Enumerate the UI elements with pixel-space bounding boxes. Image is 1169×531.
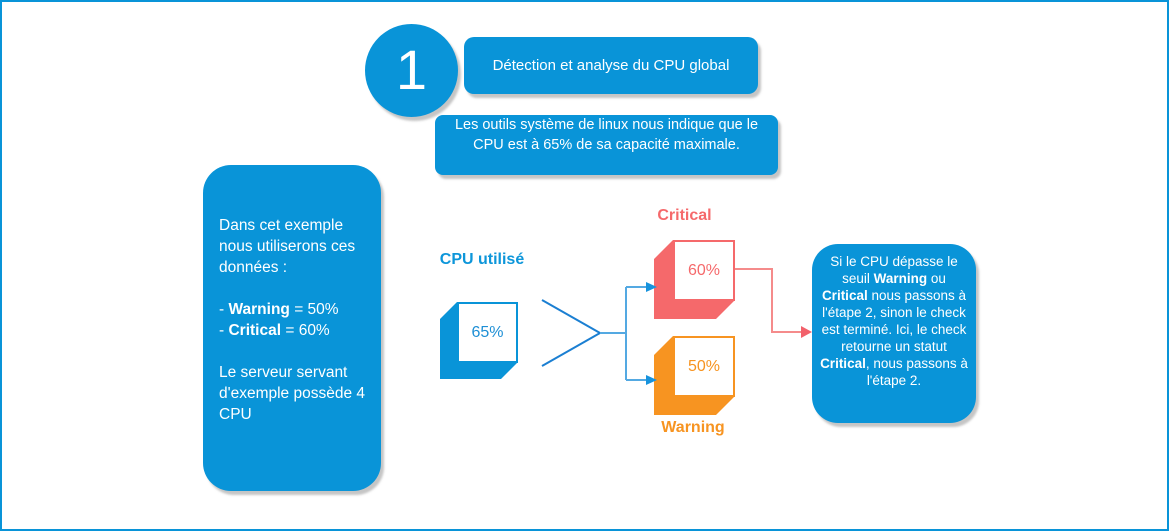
- threshold-critical-value: = 60%: [281, 322, 330, 339]
- right-note-seg-1: Warning: [873, 271, 928, 286]
- arrowhead-to-right-note-icon: [801, 326, 812, 338]
- warning-shape-solid: [654, 336, 735, 415]
- arrowhead-to-warning-icon: [646, 375, 657, 385]
- left-note: Dans cet exemple nous utiliserons ces do…: [203, 165, 381, 491]
- cpu-shape-solid: [440, 302, 518, 379]
- cpu-used-value-box: 65%: [457, 302, 518, 363]
- threshold-warning-term: Warning: [228, 301, 290, 318]
- arrowhead-to-critical-icon: [646, 282, 657, 292]
- threshold-warning-value: = 50%: [289, 301, 339, 318]
- threshold-critical-term: Critical: [228, 322, 282, 339]
- warning-label: Warning: [661, 419, 725, 436]
- right-note-seg-3: Critical: [821, 288, 868, 303]
- cpu-used-value: 65%: [471, 324, 504, 341]
- subtitle-text: Les outils système de linux nous indique…: [454, 117, 759, 153]
- step-number-circle: 1: [365, 24, 458, 117]
- right-note-seg-6: , nous passons à l'étape 2.: [865, 356, 968, 388]
- critical-shape-solid: [654, 240, 735, 319]
- critical-result-connector: [735, 268, 802, 333]
- left-note-outro: Le serveur servant d'exemple possède 4 C…: [219, 364, 366, 423]
- cpu-used-label: CPU utilisé: [439, 251, 525, 268]
- critical-value-box: 60%: [673, 240, 735, 301]
- left-note-thresholds: - Warning = 50% - Critical = 60%: [219, 299, 366, 341]
- right-note-seg-5: Critical: [820, 356, 866, 371]
- right-note-seg-4: nous passons à l'étape 2, sinon le check…: [821, 288, 967, 354]
- right-note-seg-0: Si le CPU dépasse le seuil: [830, 254, 958, 286]
- branch-elbow: [600, 286, 647, 381]
- critical-value: 60%: [687, 262, 721, 279]
- step-title-label: Détection et analyse du CPU global: [492, 57, 730, 74]
- branch-diagonal-bottom: [541, 332, 601, 367]
- step-number: 1: [395, 38, 428, 101]
- right-note: Si le CPU dépasse le seuil Warning ou Cr…: [812, 244, 976, 423]
- critical-label: Critical: [657, 207, 712, 224]
- left-note-intro: Dans cet exemple nous utiliserons ces do…: [219, 217, 356, 276]
- subtitle-callout: Les outils système de linux nous indique…: [435, 115, 778, 175]
- warning-value: 50%: [687, 358, 721, 375]
- step-title: Détection et analyse du CPU global: [464, 37, 758, 94]
- branch-diagonal-top: [541, 299, 601, 334]
- threshold-warning-prefix: -: [219, 301, 229, 318]
- right-note-seg-2: ou: [927, 271, 946, 286]
- threshold-critical-prefix: -: [219, 322, 229, 339]
- warning-value-box: 50%: [673, 336, 735, 397]
